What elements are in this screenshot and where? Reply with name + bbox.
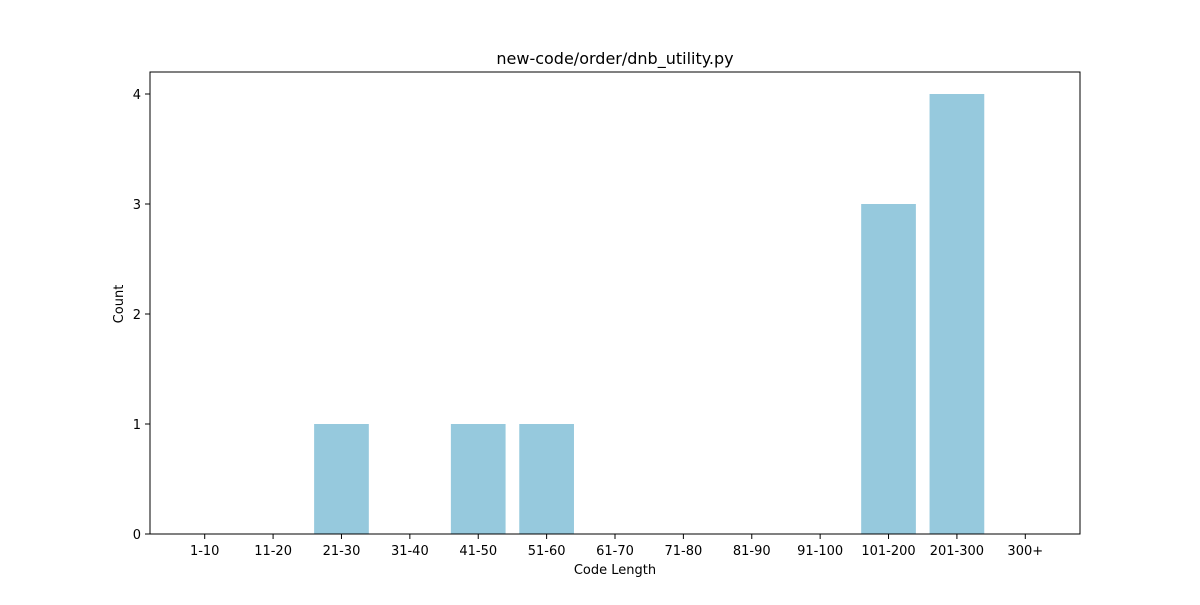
bars-group (314, 94, 985, 534)
y-axis-ticks: 0 1 2 3 4 (133, 88, 150, 543)
bar-21-30 (314, 424, 369, 534)
x-tick-label: 1-10 (190, 544, 220, 559)
bar-101-200 (861, 204, 916, 534)
x-axis-ticks: 1-10 11-20 21-30 31-40 41-50 51-60 61-70 71-80 8… (190, 534, 1043, 559)
bar-51-60 (519, 424, 574, 534)
x-axis-title: Code Length (574, 563, 656, 578)
x-tick-label: 101-200 (861, 544, 915, 559)
plot-area-frame (149, 71, 1081, 535)
y-tick-label: 2 (133, 308, 141, 323)
x-tick-label: 61-70 (596, 544, 634, 559)
x-tick-label: 300+ (1007, 544, 1043, 559)
y-tick-label: 3 (133, 198, 141, 213)
x-tick-label: 21-30 (323, 544, 361, 559)
bar-41-50 (450, 424, 506, 534)
x-tick-label: 91-100 (797, 544, 843, 559)
x-tick-label: 71-80 (664, 544, 702, 559)
bar-201-300 (929, 94, 985, 534)
y-tick-label: 4 (133, 88, 141, 103)
y-tick-label: 1 (133, 418, 141, 433)
x-tick-label: 41-50 (459, 544, 497, 559)
x-tick-label: 31-40 (391, 544, 429, 559)
y-tick-label: 0 (133, 528, 141, 543)
x-tick-label: 81-90 (733, 544, 771, 559)
x-tick-label: 11-20 (254, 544, 292, 559)
x-tick-label: 201-300 (930, 544, 984, 559)
x-tick-label: 51-60 (528, 544, 566, 559)
y-axis-title: Count (112, 285, 127, 324)
chart-title: new-code/order/dnb_utility.py (496, 49, 733, 69)
